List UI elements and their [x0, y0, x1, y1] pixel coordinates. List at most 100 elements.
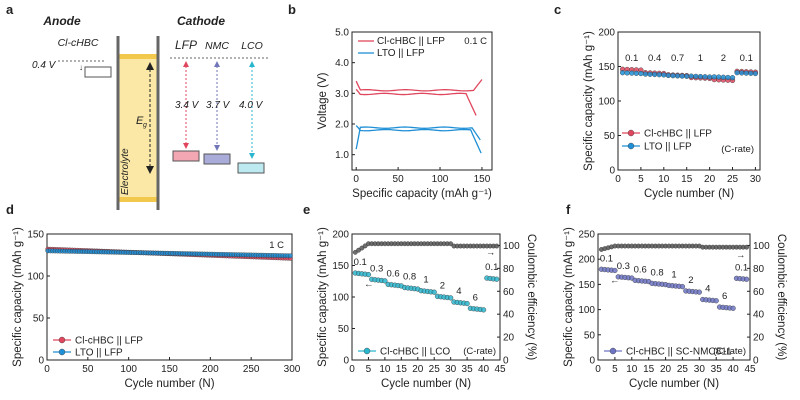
legend-marker-f: [609, 347, 617, 355]
data-point-c1: [647, 71, 653, 77]
y-axis-label-b: Voltage (V): [317, 72, 329, 129]
rate-note-c: (C-rate): [721, 144, 754, 155]
lco-level-box: [237, 162, 265, 174]
cathode-name-lco: LCO: [241, 40, 263, 52]
x-tick-label-f: 0: [595, 364, 601, 375]
data-point-c1: [619, 70, 626, 76]
legend-label-c0: Cl-cHBC || LFP: [644, 129, 712, 140]
rate-label-f: 0.8: [651, 267, 664, 278]
x-tick-label-c: 20: [704, 174, 716, 185]
rate-label-f: 6: [722, 291, 727, 302]
data-point-c1: [711, 74, 717, 80]
rate-label-e: 4: [456, 286, 461, 297]
y-axis-label-e: Specific capacity (mAh g⁻¹): [317, 227, 329, 367]
rate-label-c: 2: [721, 53, 726, 64]
rate-note-f: (C-rate): [713, 346, 746, 357]
legend-label-c1: LTO || LFP: [644, 142, 692, 153]
rate-label-e: 0.8: [403, 272, 416, 283]
data-point-c1: [743, 70, 749, 76]
x-tick-label-d: 300: [284, 364, 301, 375]
charge-curve-0: [355, 79, 483, 92]
data-point-c1: [638, 70, 644, 77]
y-tick-label-f: 200: [578, 255, 595, 266]
data-point-c1: [739, 70, 745, 76]
lfp-level-box: [172, 150, 200, 162]
y-tick-label-b: 4.0: [335, 58, 349, 69]
rate-label-c: 1: [698, 53, 703, 64]
y2-tick-label-f: 20: [753, 333, 765, 344]
data-point-d1: [287, 253, 293, 259]
data-point-c1: [729, 75, 736, 81]
legend-label-b1: LTO || LFP: [377, 48, 425, 59]
lfp-voltage: 3.4 V: [175, 100, 200, 111]
y2-axis-label-f: Coulombic efficiency (%): [775, 234, 787, 361]
lco-arrow-up-icon: [249, 61, 255, 67]
data-point-c1: [642, 71, 649, 77]
data-point-c1: [679, 73, 685, 79]
legend-marker-d0: [58, 336, 66, 344]
rate-note-e: (C-rate): [463, 346, 496, 357]
capacity-point-f: [696, 289, 702, 295]
data-point-c1: [702, 74, 708, 80]
data-point-c1: [748, 70, 754, 76]
anode-voltage: 0.4 V: [32, 60, 57, 71]
y2-tick-label-e: 40: [503, 310, 515, 321]
panel-letter-d: d: [6, 202, 14, 217]
data-point-c1: [734, 70, 740, 76]
x-tick-label-f: 25: [677, 364, 689, 375]
panel-letter-b: b: [288, 2, 296, 17]
x-axis-label-d: Cycle number (N): [124, 378, 214, 390]
electrolyte-band: [118, 54, 158, 202]
right-axis-arrow-icon: →: [736, 250, 746, 261]
y-tick-label-e: 100: [332, 293, 349, 304]
x-tick-label-e: 40: [478, 364, 490, 375]
lfp-arrow-up-icon: [183, 61, 189, 67]
x-tick-label-c: 10: [658, 174, 670, 185]
capacity-point-e: [431, 289, 437, 295]
x-tick-label-f: 35: [711, 364, 723, 375]
capacity-point-f: [713, 298, 719, 304]
x-tick-label-b: 150: [474, 174, 491, 185]
right-axis-arrow-icon: →: [486, 248, 496, 259]
y-tick-label-f: 150: [578, 280, 595, 291]
panel-letter-e: e: [303, 202, 310, 217]
anode-level-box: [84, 66, 112, 78]
legend-label-d1: LTO || LFP: [75, 348, 123, 359]
legend-marker-c0: [627, 129, 635, 137]
data-point-c1: [707, 74, 713, 80]
data-point-c1: [716, 74, 722, 80]
capacity-point-e: [480, 307, 487, 313]
nmc-arrow-up-icon: [214, 61, 220, 67]
x-tick-label-d: 0: [44, 364, 50, 375]
left-axis-arrow-icon: ←: [364, 279, 374, 290]
x-tick-label-c: 0: [615, 174, 621, 185]
cathode-title: Cathode: [177, 14, 225, 28]
y2-tick-label-f: 80: [753, 264, 765, 275]
left-axis-arrow-icon: ←: [610, 275, 620, 286]
legend-marker-c1: [627, 142, 635, 150]
rate-label-f: 0.1: [600, 253, 613, 264]
eg-label: E: [136, 115, 144, 127]
y2-tick-label-e: 0: [503, 356, 509, 367]
legend-label-e: Cl-cHBC || LCO: [380, 347, 450, 358]
anode-material: Cl-cHBC: [58, 37, 99, 49]
lco-arrow-down-icon: [249, 153, 255, 159]
discharge-curve-0: [355, 88, 477, 116]
y-axis-label-f: Specific capacity (mAh g⁻¹): [563, 227, 575, 367]
panel-letter-c: c: [554, 2, 561, 17]
x-tick-label-d: 250: [243, 364, 260, 375]
y2-tick-label-f: 0: [753, 356, 759, 367]
y-tick-label-d: 0: [38, 356, 44, 367]
x-axis-label-f: Cycle number (N): [629, 378, 719, 390]
cathode-name-nmc: NMC: [205, 40, 229, 52]
rate-label-c: 0.1: [625, 53, 638, 64]
eg-subscript: g: [143, 122, 147, 129]
rate-label-f: 1: [671, 269, 676, 280]
y2-tick-label-e: 20: [503, 333, 515, 344]
efficiency-point-e: [356, 247, 361, 253]
y2-axis-label-e: Coulombic efficiency (%): [525, 234, 537, 361]
rate-label-e: 0.1: [485, 262, 498, 273]
legend-label-d0: Cl-cHBC || LFP: [75, 336, 143, 347]
nmc-level-box: [203, 153, 231, 165]
